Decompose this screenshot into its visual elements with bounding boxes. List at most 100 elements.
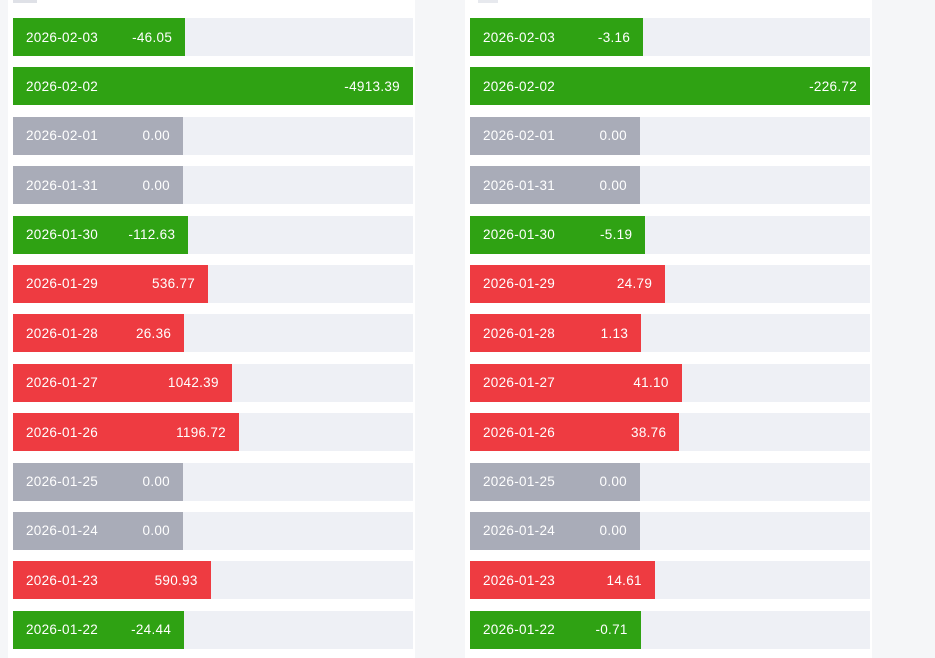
bar-date-label: 2026-01-30 [483, 227, 556, 243]
bar-date-label: 2026-02-02 [483, 78, 556, 94]
bar[interactable]: 2026-01-23 590.93 [13, 561, 211, 600]
bar-row-track: 2026-02-03 -46.05 [13, 18, 413, 56]
bar-value-label: 0.00 [599, 523, 627, 539]
bar-date-label: 2026-01-22 [26, 622, 99, 638]
bar-date-label: 2026-02-01 [483, 128, 556, 144]
clipped-bar-remnant [13, 0, 37, 3]
bar-row-track: 2026-01-23 14.61 [470, 561, 870, 600]
bar[interactable]: 2026-01-30 -112.63 [13, 215, 189, 254]
bar[interactable]: 2026-01-22 -0.71 [470, 610, 641, 649]
clipped-bar-remnant [478, 0, 498, 3]
bar-value-label: -4913.39 [344, 78, 400, 94]
bar-row-track: 2026-02-01 0.00 [13, 116, 413, 155]
bar-date-label: 2026-01-22 [483, 622, 556, 638]
bar-value-label: -0.71 [595, 622, 628, 638]
bar-value-label: 0.00 [599, 474, 627, 490]
bar-value-label: 41.10 [633, 375, 669, 391]
bar-row-track: 2026-01-25 0.00 [13, 462, 413, 501]
bar-date-label: 2026-01-25 [483, 474, 556, 490]
bar-value-label: 26.36 [135, 325, 172, 341]
bar-row-track: 2026-02-03 -3.16 [470, 18, 870, 56]
bar[interactable]: 2026-02-03 -3.16 [470, 18, 644, 56]
bar-date-label: 2026-01-26 [26, 424, 99, 440]
bar[interactable]: 2026-01-22 -24.44 [13, 610, 185, 649]
bar-row-track: 2026-01-29 536.77 [13, 264, 413, 303]
bar-row-track: 2026-01-24 0.00 [470, 511, 870, 550]
bar-value-label: 0.00 [142, 128, 170, 144]
bar[interactable]: 2026-02-01 0.00 [13, 116, 183, 155]
bar-value-label: 590.93 [154, 572, 198, 588]
bar-value-label: -112.63 [128, 227, 176, 243]
bar-value-label: 0.00 [599, 128, 627, 144]
bar-value-label: 1196.72 [176, 424, 226, 440]
bar-row-track: 2026-01-27 41.10 [470, 363, 870, 402]
bar[interactable]: 2026-01-30 -5.19 [470, 215, 646, 254]
bar-value-label: 0.00 [142, 474, 170, 490]
bar-row-track: 2026-01-25 0.00 [470, 462, 870, 501]
bar-row-track: 2026-01-22 -24.44 [13, 610, 413, 649]
bar-value-label: -226.72 [809, 78, 857, 94]
bar-list: 2026-02-03 -46.05 2026-02-02 -4913.39 20… [13, 18, 413, 649]
bar[interactable]: 2026-01-25 0.00 [13, 462, 183, 501]
bar-value-label: -24.44 [131, 622, 172, 638]
bar-value-label: 1042.39 [167, 375, 219, 391]
bar[interactable]: 2026-01-29 24.79 [470, 264, 666, 303]
bar[interactable]: 2026-01-28 1.13 [470, 314, 642, 353]
bar-row-track: 2026-01-28 1.13 [470, 314, 870, 353]
bar-date-label: 2026-02-02 [26, 78, 99, 94]
bar[interactable]: 2026-01-28 26.36 [13, 314, 185, 353]
bar-date-label: 2026-01-30 [26, 227, 99, 243]
bar[interactable]: 2026-01-23 14.61 [470, 561, 655, 600]
bar-value-label: 0.00 [599, 177, 627, 193]
bar[interactable]: 2026-02-02 -226.72 [470, 67, 870, 106]
bar[interactable]: 2026-01-27 1042.39 [13, 363, 232, 402]
bar-list: 2026-02-03 -3.16 2026-02-02 -226.72 2026… [470, 18, 870, 649]
pnl-bar-chart-right: 2026-02-03 -3.16 2026-02-02 -226.72 2026… [465, 0, 872, 658]
bar-date-label: 2026-01-25 [26, 474, 99, 490]
bar-row-track: 2026-01-29 24.79 [470, 264, 870, 303]
bar[interactable]: 2026-01-31 0.00 [470, 166, 640, 205]
bar[interactable]: 2026-01-29 536.77 [13, 264, 209, 303]
bar-date-label: 2026-02-01 [26, 128, 99, 144]
bar-row-track: 2026-01-28 26.36 [13, 314, 413, 353]
bar-date-label: 2026-01-26 [483, 424, 556, 440]
bar-row-track: 2026-01-30 -112.63 [13, 215, 413, 254]
bar-date-label: 2026-01-24 [483, 523, 556, 539]
bar-row-track: 2026-01-22 -0.71 [470, 610, 870, 649]
bar-value-label: 536.77 [152, 276, 196, 292]
bar-row-track: 2026-01-24 0.00 [13, 511, 413, 550]
bar[interactable]: 2026-02-03 -46.05 [13, 18, 186, 56]
bar-date-label: 2026-01-28 [26, 325, 99, 341]
bar-value-label: -5.19 [599, 227, 633, 243]
bar[interactable]: 2026-01-25 0.00 [470, 462, 640, 501]
bar[interactable]: 2026-01-26 1196.72 [13, 413, 239, 452]
bar-date-label: 2026-01-27 [483, 375, 556, 391]
bar-date-label: 2026-01-23 [483, 572, 556, 588]
bar[interactable]: 2026-01-24 0.00 [13, 511, 183, 550]
bar-row-track: 2026-01-30 -5.19 [470, 215, 870, 254]
bar[interactable]: 2026-01-24 0.00 [470, 511, 640, 550]
bar-date-label: 2026-01-29 [483, 276, 556, 292]
bar-value-label: 24.79 [616, 276, 653, 292]
bar-value-label: 0.00 [142, 177, 170, 193]
bar-date-label: 2026-01-31 [26, 177, 99, 193]
bar[interactable]: 2026-02-01 0.00 [470, 116, 640, 155]
bar[interactable]: 2026-01-26 38.76 [470, 413, 680, 452]
bar-date-label: 2026-01-28 [483, 325, 556, 341]
bar-value-label: 0.00 [142, 523, 170, 539]
bar-row-track: 2026-02-02 -226.72 [470, 67, 870, 106]
bar-value-label: -46.05 [132, 29, 173, 45]
bar-date-label: 2026-01-27 [26, 375, 99, 391]
bar-value-label: 14.61 [606, 572, 642, 588]
bar[interactable]: 2026-02-02 -4913.39 [13, 67, 413, 106]
bar-row-track: 2026-01-27 1042.39 [13, 363, 413, 402]
bar[interactable]: 2026-01-27 41.10 [470, 363, 682, 402]
bar-row-track: 2026-02-01 0.00 [470, 116, 870, 155]
bar-row-track: 2026-01-23 590.93 [13, 561, 413, 600]
bar[interactable]: 2026-01-31 0.00 [13, 166, 183, 205]
bar-row-track: 2026-01-31 0.00 [470, 166, 870, 205]
bar-row-track: 2026-02-02 -4913.39 [13, 67, 413, 106]
bar-date-label: 2026-02-03 [483, 29, 556, 45]
bar-date-label: 2026-01-23 [26, 572, 99, 588]
bar-date-label: 2026-01-31 [483, 177, 556, 193]
